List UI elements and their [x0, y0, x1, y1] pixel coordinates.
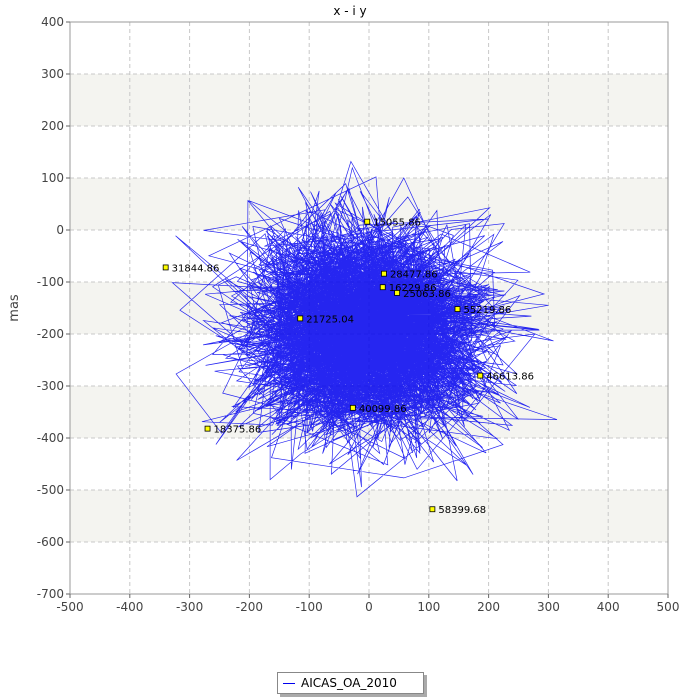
annotation-label: 25063.86 — [403, 289, 451, 300]
y-tick-label: -100 — [37, 275, 64, 289]
annotation-marker — [349, 404, 356, 411]
annotation-label: 31844.86 — [172, 263, 220, 274]
legend-swatch — [283, 682, 295, 684]
y-tick-label: 0 — [56, 223, 64, 237]
y-tick-label: -200 — [37, 327, 64, 341]
x-tick-label: -400 — [116, 600, 143, 614]
chart-title: x - i y — [333, 4, 366, 18]
y-tick-label: 300 — [41, 67, 64, 81]
y-tick-label: 100 — [41, 171, 64, 185]
x-tick-label: -100 — [296, 600, 323, 614]
annotation-label: 46613.86 — [486, 372, 534, 383]
y-tick-label: -600 — [37, 535, 64, 549]
legend-label: AICAS_OA_2010 — [301, 676, 397, 690]
x-tick-label: -500 — [56, 600, 83, 614]
annotation-marker — [162, 264, 169, 271]
x-tick-label: 500 — [657, 600, 680, 614]
annotation-label: 28477.86 — [390, 270, 438, 281]
series-line — [171, 160, 558, 498]
x-tick-label: 400 — [597, 600, 620, 614]
annotation-marker — [454, 306, 461, 312]
annotation-label: 15055.86 — [373, 218, 421, 229]
annotation-marker — [381, 270, 387, 277]
y-tick-label: -500 — [37, 483, 64, 497]
y-tick-label: -700 — [37, 587, 64, 601]
annotation-marker — [364, 218, 371, 225]
annotation-marker — [429, 506, 436, 513]
x-tick-label: 100 — [417, 600, 440, 614]
x-tick-label: -200 — [236, 600, 263, 614]
annotation-label: 21725.04 — [306, 314, 354, 325]
y-axis-label: mas — [7, 294, 22, 322]
annotation-marker — [394, 290, 401, 296]
x-tick-label: -300 — [176, 600, 203, 614]
annotation-label: 40099.86 — [359, 404, 407, 415]
annotation-marker — [379, 284, 386, 291]
x-tick-label: 300 — [537, 600, 560, 614]
y-tick-label: -400 — [37, 431, 64, 445]
annotation-marker — [204, 425, 211, 432]
annotation-label: 58399.68 — [438, 505, 486, 516]
y-tick-label: -300 — [37, 379, 64, 393]
legend: AICAS_OA_2010 — [277, 672, 424, 694]
x-tick-label: 200 — [477, 600, 500, 614]
annotation-label: 18375.86 — [214, 425, 262, 436]
annotation-marker — [477, 372, 484, 379]
annotation-marker — [297, 315, 304, 322]
y-tick-label: 200 — [41, 119, 64, 133]
y-tick-label: 400 — [41, 15, 64, 29]
annotation-label: 55219.86 — [464, 305, 512, 316]
annotation-label: 16229.86 — [389, 283, 437, 294]
x-tick-label: 0 — [365, 600, 373, 614]
